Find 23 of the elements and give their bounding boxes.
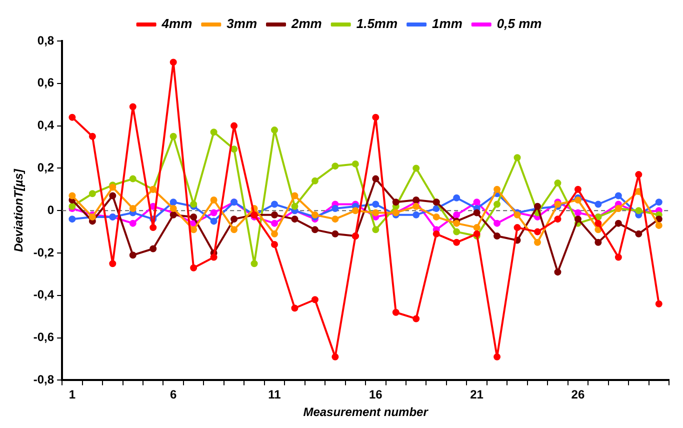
y-tick-label: 0,6 (37, 76, 54, 90)
legend-label: 0,5 mm (496, 16, 542, 32)
x-tick-label: 26 (571, 388, 585, 402)
legend-label: 2mm (290, 16, 322, 32)
y-tick-label: -0,6 (33, 330, 54, 344)
x-tick-label: 11 (268, 388, 282, 402)
x-tick-label: 6 (170, 388, 178, 402)
y-tick-label: -0,4 (33, 288, 54, 302)
y-tick-label: 0,2 (37, 160, 54, 175)
y-tick-label: -0,2 (33, 245, 54, 260)
x-tick-label: 21 (470, 388, 484, 402)
y-tick-label: 0 (47, 202, 54, 217)
y-tick-label: 0,4 (37, 118, 54, 132)
y-axis-title: DeviationT[µs] (12, 168, 26, 252)
x-tick-label: 16 (368, 388, 383, 402)
y-tick-label: 0,8 (37, 33, 54, 48)
legend-label: 4mm (160, 16, 193, 32)
legend-label: 1.5mm (356, 16, 398, 32)
y-tick-label: -0,8 (33, 372, 54, 387)
legend-label: 3mm (226, 16, 258, 32)
legend-label: 1mm (432, 16, 463, 32)
x-axis-title: Measurement number (303, 405, 430, 420)
x-tick-label: 1 (68, 388, 76, 402)
